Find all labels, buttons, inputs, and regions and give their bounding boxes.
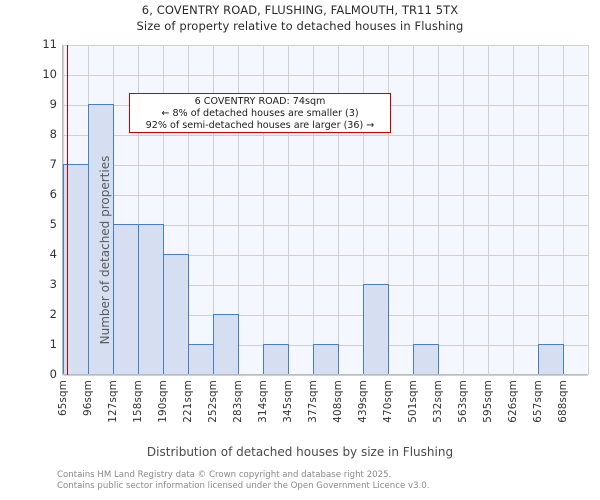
x-tick-label: 65sqm bbox=[57, 380, 69, 417]
gridline-vertical bbox=[563, 45, 564, 375]
gridline-vertical bbox=[188, 45, 189, 375]
y-tick-label: 2 bbox=[49, 307, 57, 321]
annotation-line-2: ← 8% of detached houses are smaller (3) bbox=[161, 108, 359, 119]
footer-attribution: Contains HM Land Registry data © Crown c… bbox=[57, 470, 597, 492]
gridline-horizontal bbox=[63, 45, 588, 46]
x-tick-label: 470sqm bbox=[382, 380, 394, 423]
annotation-line-1: 6 COVENTRY ROAD: 74sqm bbox=[194, 96, 326, 107]
y-tick-label: 8 bbox=[49, 127, 57, 141]
y-tick-label: 7 bbox=[49, 157, 57, 171]
x-tick-label: 252sqm bbox=[207, 380, 219, 423]
x-axis-title: Distribution of detached houses by size … bbox=[146, 445, 454, 459]
x-tick-label: 688sqm bbox=[557, 380, 569, 423]
annotation-line-3: 92% of semi-detached houses are larger (… bbox=[145, 120, 375, 131]
x-tick-label: 408sqm bbox=[332, 380, 344, 423]
property-marker-line bbox=[66, 45, 69, 375]
bar-314sqm bbox=[263, 344, 289, 374]
x-tick-label: 127sqm bbox=[107, 380, 119, 423]
x-tick-label: 190sqm bbox=[157, 380, 169, 423]
gridline-horizontal bbox=[63, 255, 588, 256]
y-tick-label: 11 bbox=[42, 37, 57, 51]
gridline-horizontal bbox=[63, 165, 588, 166]
page-title: 6, COVENTRY ROAD, FLUSHING, FALMOUTH, TR… bbox=[141, 3, 459, 17]
gridline-vertical bbox=[538, 45, 539, 375]
x-tick-label: 377sqm bbox=[307, 380, 319, 423]
gridline-vertical bbox=[313, 45, 314, 375]
x-tick-label: 221sqm bbox=[182, 380, 194, 423]
y-tick-label: 6 bbox=[49, 187, 57, 201]
y-tick-label: 4 bbox=[49, 247, 57, 261]
x-tick-label: 595sqm bbox=[482, 380, 494, 423]
y-tick-label: 0 bbox=[49, 367, 57, 381]
bar-501sqm bbox=[413, 344, 439, 374]
x-tick-label: 314sqm bbox=[257, 380, 269, 423]
bar-252sqm bbox=[213, 314, 239, 374]
gridline-horizontal bbox=[63, 75, 588, 76]
gridline-vertical bbox=[138, 45, 139, 375]
x-tick-label: 626sqm bbox=[507, 380, 519, 423]
gridline-vertical bbox=[163, 45, 164, 375]
y-tick-label: 10 bbox=[42, 67, 57, 81]
gridline-vertical bbox=[413, 45, 414, 375]
bar-377sqm bbox=[313, 344, 339, 374]
gridline-vertical bbox=[213, 45, 214, 375]
gridline-vertical bbox=[438, 45, 439, 375]
footer-line-2: Contains public sector information licen… bbox=[57, 481, 430, 491]
bar-221sqm bbox=[188, 344, 214, 374]
gridline-horizontal bbox=[63, 375, 588, 376]
gridline-horizontal bbox=[63, 225, 588, 226]
y-axis-title: Number of detached properties bbox=[98, 155, 112, 345]
gridline-vertical bbox=[238, 45, 239, 375]
gridline-vertical bbox=[363, 45, 364, 375]
bar-158sqm bbox=[138, 224, 164, 374]
x-tick-label: 96sqm bbox=[82, 380, 94, 417]
bar-439sqm bbox=[363, 284, 389, 374]
bar-657sqm bbox=[538, 344, 564, 374]
gridline-vertical bbox=[338, 45, 339, 375]
gridline-vertical bbox=[488, 45, 489, 375]
gridline-vertical bbox=[463, 45, 464, 375]
x-tick-label: 563sqm bbox=[457, 380, 469, 423]
x-tick-label: 345sqm bbox=[282, 380, 294, 423]
gridline-vertical bbox=[263, 45, 264, 375]
x-tick-label: 501sqm bbox=[407, 380, 419, 423]
gridline-vertical bbox=[388, 45, 389, 375]
gridline-horizontal bbox=[63, 285, 588, 286]
x-tick-label: 283sqm bbox=[232, 380, 244, 423]
bar-190sqm bbox=[163, 254, 189, 374]
y-tick-label: 5 bbox=[49, 217, 57, 231]
x-tick-label: 439sqm bbox=[357, 380, 369, 423]
gridline-horizontal bbox=[63, 135, 588, 136]
bar-127sqm bbox=[113, 224, 139, 374]
gridline-vertical bbox=[288, 45, 289, 375]
footer-line-1: Contains HM Land Registry data © Crown c… bbox=[57, 470, 392, 480]
y-tick-label: 3 bbox=[49, 277, 57, 291]
x-tick-label: 532sqm bbox=[432, 380, 444, 423]
x-tick-label: 158sqm bbox=[132, 380, 144, 423]
gridline-horizontal bbox=[63, 195, 588, 196]
page-subtitle: Size of property relative to detached ho… bbox=[136, 19, 464, 33]
y-tick-label: 9 bbox=[49, 97, 57, 111]
x-tick-label: 657sqm bbox=[532, 380, 544, 423]
y-tick-label: 1 bbox=[49, 337, 57, 351]
y-axis-tick-labels: 0 1 2 3 4 5 6 7 8 9 10 11 bbox=[0, 0, 57, 500]
gridline-vertical bbox=[513, 45, 514, 375]
plot-area: 6 COVENTRY ROAD: 74sqm ← 8% of detached … bbox=[62, 45, 589, 376]
annotation-box: 6 COVENTRY ROAD: 74sqm ← 8% of detached … bbox=[129, 93, 391, 133]
gridline-horizontal bbox=[63, 315, 588, 316]
gridline-vertical bbox=[588, 45, 589, 375]
